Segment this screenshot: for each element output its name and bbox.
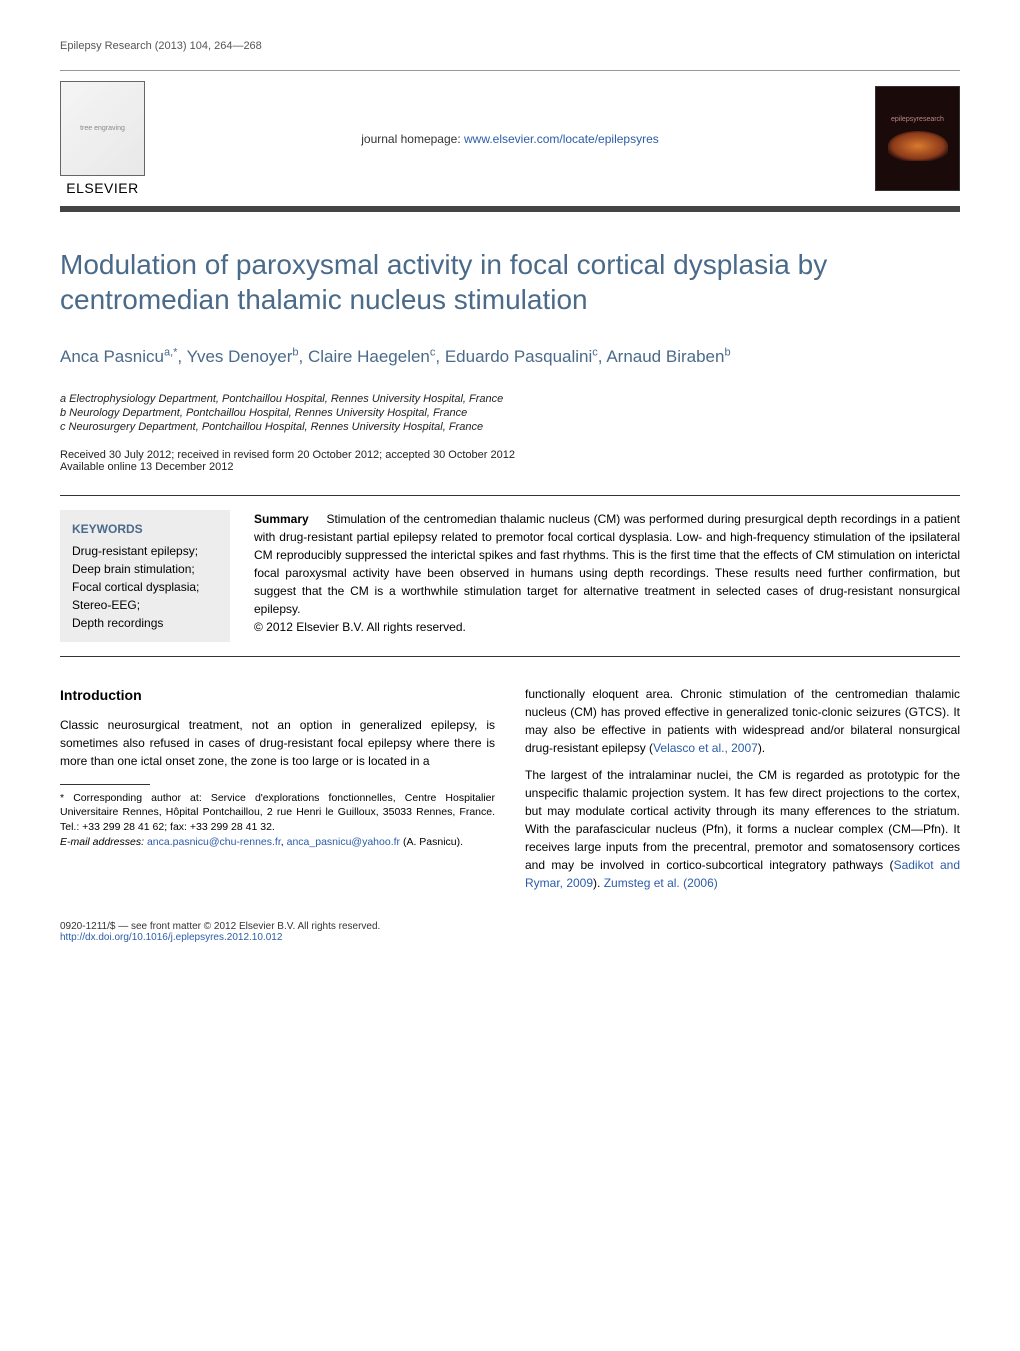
received-dates: Received 30 July 2012; received in revis…	[60, 449, 960, 461]
summary-heading: Summary	[254, 512, 309, 526]
homepage-link[interactable]: www.elsevier.com/locate/epilepsyres	[464, 132, 659, 146]
journal-homepage: journal homepage: www.elsevier.com/locat…	[145, 132, 875, 146]
affiliation-a: a Electrophysiology Department, Pontchai…	[60, 393, 960, 405]
front-matter-text: 0920-1211/$ — see front matter © 2012 El…	[60, 921, 380, 932]
author-1: Anca Pasnicua,*	[60, 347, 177, 366]
homepage-prefix: journal homepage:	[361, 132, 464, 146]
cover-art-icon	[888, 131, 948, 161]
body-columns: Introduction Classic neurosurgical treat…	[60, 685, 960, 901]
doi-link[interactable]: http://dx.doi.org/10.1016/j.eplepsyres.2…	[60, 932, 282, 943]
reference-link-zumsteg[interactable]: Zumsteg et al. (2006)	[604, 876, 718, 890]
cover-title: epilepsyresearch	[891, 116, 944, 123]
masthead: tree engraving ELSEVIER journal homepage…	[60, 70, 960, 212]
introduction-heading: Introduction	[60, 685, 495, 706]
publisher-logo-block: tree engraving ELSEVIER	[60, 81, 145, 196]
author-5: Arnaud Birabenb	[606, 347, 730, 366]
article-dates: Received 30 July 2012; received in revis…	[60, 449, 960, 473]
journal-cover-thumbnail: epilepsyresearch	[875, 86, 960, 191]
elsevier-tree-icon: tree engraving	[60, 81, 145, 176]
affiliation-b: b Neurology Department, Pontchaillou Hos…	[60, 407, 960, 419]
summary-copyright: © 2012 Elsevier B.V. All rights reserved…	[254, 618, 960, 636]
journal-reference: Epilepsy Research (2013) 104, 264—268	[60, 40, 960, 52]
email-author-suffix: (A. Pasnicu).	[400, 836, 463, 848]
footer-copyright: 0920-1211/$ — see front matter © 2012 El…	[60, 921, 960, 943]
author-3: Claire Haegelenc	[308, 347, 435, 366]
keywords-heading: KEYWORDS	[72, 520, 218, 538]
col2-paragraph-1: functionally eloquent area. Chronic stim…	[525, 685, 960, 757]
left-column: Introduction Classic neurosurgical treat…	[60, 685, 495, 901]
affiliations: a Electrophysiology Department, Pontchai…	[60, 393, 960, 433]
footnote-rule	[60, 784, 150, 785]
reference-link-velasco[interactable]: Velasco et al., 2007	[653, 741, 758, 755]
right-column: functionally eloquent area. Chronic stim…	[525, 685, 960, 901]
publisher-name: ELSEVIER	[66, 180, 138, 196]
summary-box: Summary Stimulation of the centromedian …	[254, 510, 960, 642]
corresponding-author-footnote: * Corresponding author at: Service d'exp…	[60, 791, 495, 835]
keywords-list: Drug-resistant epilepsy; Deep brain stim…	[72, 542, 218, 632]
affiliation-c: c Neurosurgery Department, Pontchaillou …	[60, 421, 960, 433]
author-2: Yves Denoyerb	[187, 347, 299, 366]
col2-paragraph-2: The largest of the intralaminar nuclei, …	[525, 766, 960, 892]
intro-paragraph-1: Classic neurosurgical treatment, not an …	[60, 716, 495, 770]
author-4: Eduardo Pasqualinic	[445, 347, 598, 366]
summary-text: Stimulation of the centromedian thalamic…	[254, 512, 960, 616]
email-link-2[interactable]: anca_pasnicu@yahoo.fr	[287, 836, 400, 848]
abstract-row: KEYWORDS Drug-resistant epilepsy; Deep b…	[60, 495, 960, 657]
author-list: Anca Pasnicua,*, Yves Denoyerb, Claire H…	[60, 345, 960, 369]
keywords-box: KEYWORDS Drug-resistant epilepsy; Deep b…	[60, 510, 230, 642]
email-label: E-mail addresses:	[60, 836, 147, 848]
email-footnote: E-mail addresses: anca.pasnicu@chu-renne…	[60, 835, 495, 850]
article-title: Modulation of paroxysmal activity in foc…	[60, 247, 960, 317]
email-link-1[interactable]: anca.pasnicu@chu-rennes.fr	[147, 836, 281, 848]
available-online-date: Available online 13 December 2012	[60, 461, 960, 473]
